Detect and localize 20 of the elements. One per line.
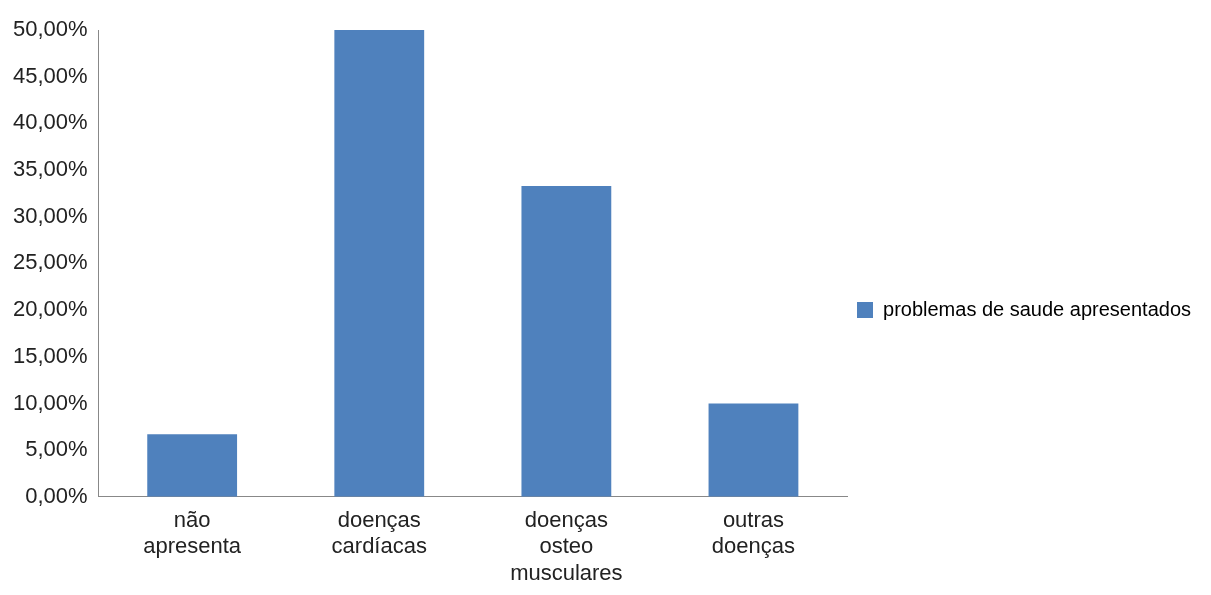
x-tick-label: outras doenças bbox=[711, 507, 796, 559]
bar bbox=[521, 185, 612, 497]
y-tick-label: 25,00% bbox=[12, 249, 88, 275]
y-tick-label: 10,00% bbox=[12, 389, 88, 415]
y-tick-label: 30,00% bbox=[12, 202, 88, 228]
y-tick-label: 35,00% bbox=[12, 156, 88, 182]
y-tick-label: 5,00% bbox=[25, 436, 88, 462]
bar bbox=[708, 403, 799, 497]
bar bbox=[147, 434, 238, 497]
bar bbox=[334, 30, 425, 497]
x-tick-label: doenças osteo musculares bbox=[510, 507, 623, 585]
y-tick-label: 45,00% bbox=[12, 62, 88, 88]
y-tick-label: 50,00% bbox=[12, 16, 88, 42]
y-tick-label: 40,00% bbox=[12, 109, 88, 135]
y-tick-label: 0,00% bbox=[25, 482, 88, 508]
y-tick-label: 20,00% bbox=[12, 296, 88, 322]
x-tick-label: não apresenta bbox=[143, 507, 242, 559]
legend-label: problemas de saude apresentados bbox=[883, 297, 1192, 320]
y-tick-label: 15,00% bbox=[12, 342, 88, 368]
x-tick-label: doenças cardíacas bbox=[331, 507, 427, 559]
